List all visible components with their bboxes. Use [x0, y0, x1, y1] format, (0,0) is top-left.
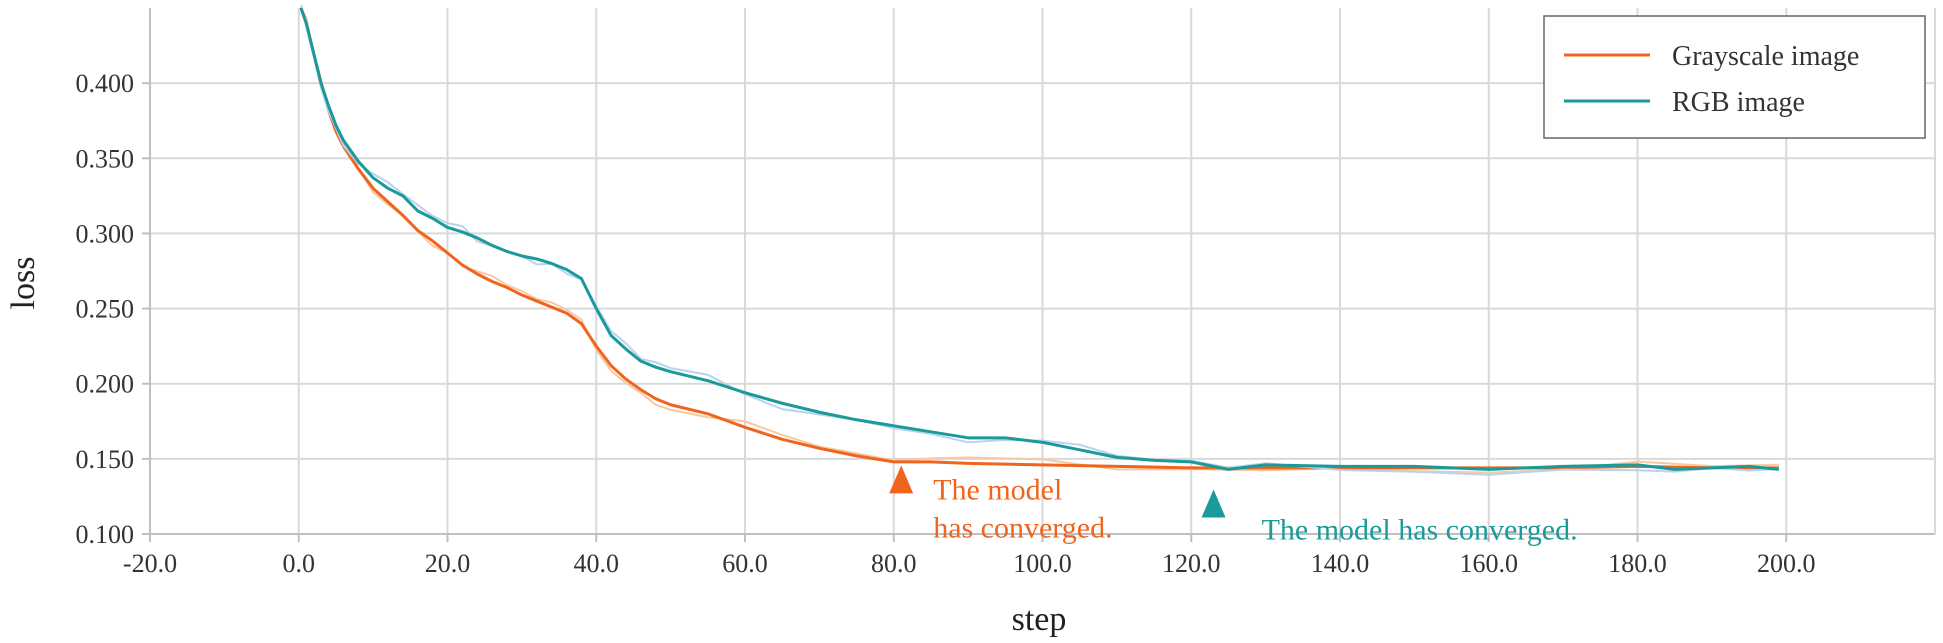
gray-converged-label: has converged.	[933, 511, 1112, 544]
gray-converged-marker	[889, 465, 914, 494]
y-tick-label: 0.250	[76, 295, 135, 324]
y-tick-label: 0.150	[76, 445, 135, 474]
y-tick-label: 0.100	[76, 520, 135, 549]
y-tick-label: 0.400	[76, 69, 135, 98]
gray-converged-label: The model	[933, 473, 1062, 506]
x-tick-label: 100.0	[1013, 549, 1072, 578]
y-axis-title: loss	[5, 257, 42, 310]
x-tick-label: 0.0	[283, 549, 316, 578]
y-tick-label: 0.300	[76, 219, 135, 248]
x-tick-label: 160.0	[1460, 549, 1519, 578]
x-axis-ticks: -20.0 0.0 20.0 40.0 60.0 80.0 100.0 120.0 140.0 1…	[123, 534, 1816, 578]
y-tick-label: 0.200	[76, 370, 135, 399]
rgb-converged-marker	[1201, 489, 1226, 518]
legend-label: RGB image	[1672, 87, 1805, 118]
x-tick-label: 180.0	[1608, 549, 1667, 578]
x-tick-label: 60.0	[722, 549, 768, 578]
series-raw-grayscale	[300, 7, 1779, 474]
y-tick-label: 0.350	[76, 144, 135, 173]
x-tick-label: 20.0	[425, 549, 471, 578]
x-tick-label: 200.0	[1757, 549, 1816, 578]
annotations: The model has converged. The model has con…	[889, 465, 1578, 546]
rgb-converged-label: The model has converged.	[1262, 513, 1578, 546]
legend-box	[1543, 15, 1926, 139]
x-tick-label: -20.0	[123, 549, 177, 578]
x-axis-title: step	[1012, 601, 1067, 638]
x-tick-label: 40.0	[574, 549, 620, 578]
x-tick-label: 120.0	[1162, 549, 1221, 578]
legend-label: Grayscale image	[1672, 41, 1859, 72]
y-axis-ticks: 0.100 0.150 0.200 0.250 0.300 0.350 0.400	[76, 69, 150, 549]
series-lines	[299, 4, 1779, 476]
x-tick-label: 80.0	[871, 549, 917, 578]
legend: Grayscale image RGB image	[1543, 15, 1926, 139]
series-line-grayscale	[299, 7, 1779, 470]
x-tick-label: 140.0	[1311, 549, 1370, 578]
series-line-rgb	[299, 7, 1779, 471]
